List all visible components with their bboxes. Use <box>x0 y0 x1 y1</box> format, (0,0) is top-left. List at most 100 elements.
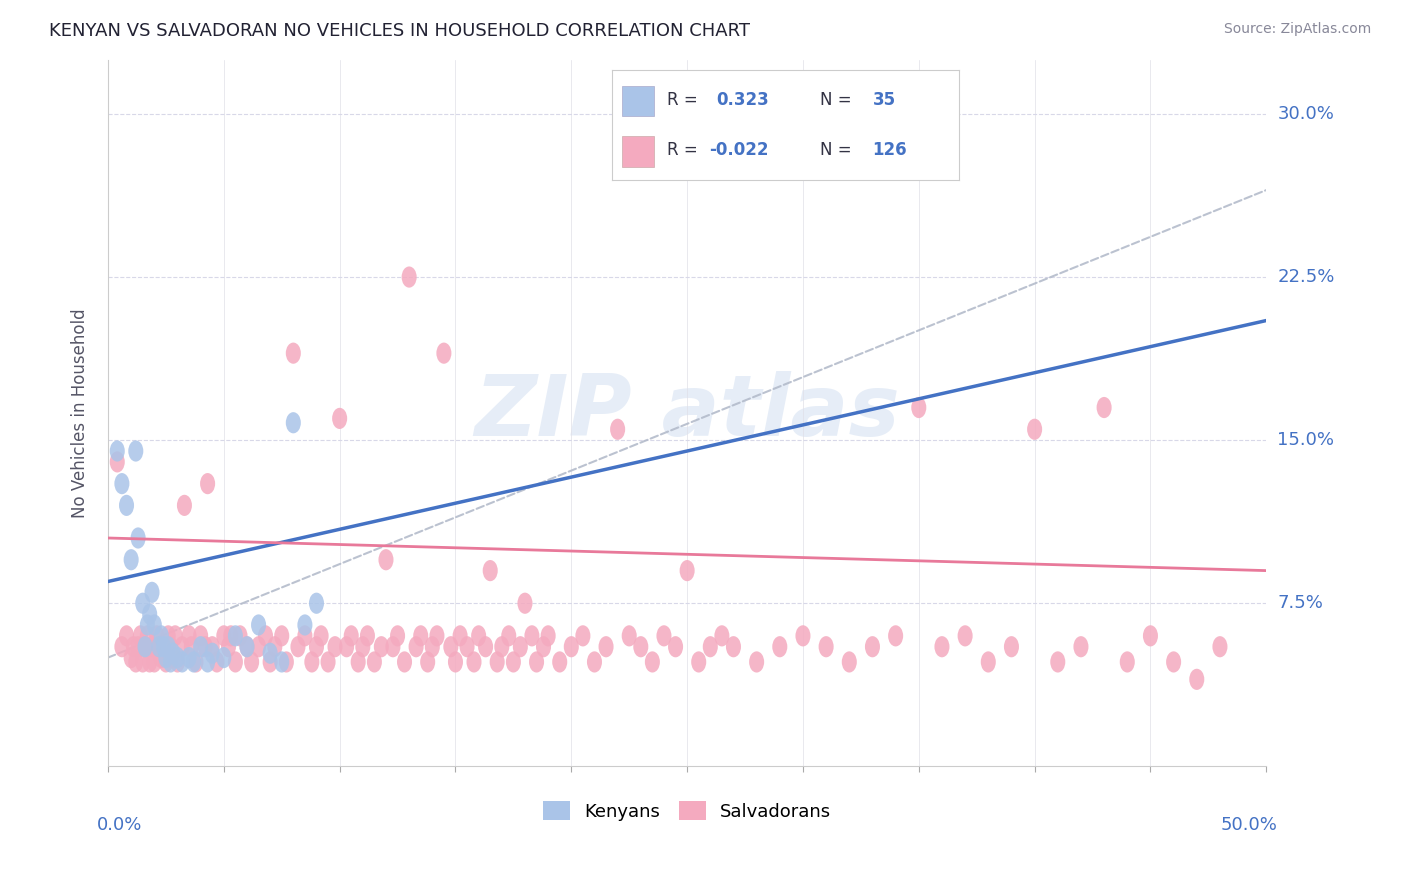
Ellipse shape <box>163 636 179 657</box>
Ellipse shape <box>429 625 444 647</box>
Ellipse shape <box>160 625 176 647</box>
Ellipse shape <box>252 615 266 636</box>
Ellipse shape <box>124 647 139 668</box>
Ellipse shape <box>501 625 516 647</box>
Ellipse shape <box>174 636 190 657</box>
Ellipse shape <box>367 651 382 673</box>
Ellipse shape <box>160 636 176 657</box>
Ellipse shape <box>186 651 201 673</box>
Ellipse shape <box>278 651 294 673</box>
Ellipse shape <box>198 636 212 657</box>
Ellipse shape <box>153 625 169 647</box>
Ellipse shape <box>309 636 323 657</box>
Ellipse shape <box>146 651 162 673</box>
Ellipse shape <box>110 441 125 462</box>
Ellipse shape <box>159 647 173 668</box>
Ellipse shape <box>252 636 266 657</box>
Ellipse shape <box>267 636 283 657</box>
Ellipse shape <box>513 636 527 657</box>
Ellipse shape <box>749 651 763 673</box>
Ellipse shape <box>205 636 219 657</box>
Ellipse shape <box>114 473 129 494</box>
Ellipse shape <box>314 625 329 647</box>
Ellipse shape <box>389 625 405 647</box>
Ellipse shape <box>865 636 880 657</box>
Ellipse shape <box>1119 651 1135 673</box>
Ellipse shape <box>224 625 238 647</box>
Text: 30.0%: 30.0% <box>1278 105 1334 123</box>
Ellipse shape <box>420 651 436 673</box>
Ellipse shape <box>163 651 179 673</box>
Ellipse shape <box>153 647 169 668</box>
Ellipse shape <box>586 651 602 673</box>
Text: 22.5%: 22.5% <box>1278 268 1334 286</box>
Ellipse shape <box>981 651 995 673</box>
Ellipse shape <box>425 636 440 657</box>
Ellipse shape <box>146 615 162 636</box>
Ellipse shape <box>181 625 197 647</box>
Ellipse shape <box>506 651 520 673</box>
Ellipse shape <box>1212 636 1227 657</box>
Ellipse shape <box>170 647 186 668</box>
Ellipse shape <box>134 625 148 647</box>
Ellipse shape <box>350 651 366 673</box>
Ellipse shape <box>645 651 659 673</box>
Ellipse shape <box>536 636 551 657</box>
Ellipse shape <box>911 397 927 418</box>
Ellipse shape <box>128 651 143 673</box>
Legend: Kenyans, Salvadorans: Kenyans, Salvadorans <box>536 794 838 828</box>
Ellipse shape <box>385 636 401 657</box>
Ellipse shape <box>413 625 429 647</box>
Ellipse shape <box>156 636 172 657</box>
Ellipse shape <box>263 642 277 664</box>
Ellipse shape <box>209 651 225 673</box>
Ellipse shape <box>524 625 540 647</box>
Ellipse shape <box>796 625 810 647</box>
Ellipse shape <box>460 636 475 657</box>
Ellipse shape <box>1050 651 1066 673</box>
Ellipse shape <box>714 625 730 647</box>
Ellipse shape <box>170 651 186 673</box>
Text: 0.0%: 0.0% <box>97 816 142 834</box>
Ellipse shape <box>889 625 903 647</box>
Ellipse shape <box>328 636 343 657</box>
Ellipse shape <box>166 642 180 664</box>
Ellipse shape <box>120 625 134 647</box>
Ellipse shape <box>149 625 165 647</box>
Ellipse shape <box>257 625 273 647</box>
Text: KENYAN VS SALVADORAN NO VEHICLES IN HOUSEHOLD CORRELATION CHART: KENYAN VS SALVADORAN NO VEHICLES IN HOUS… <box>49 22 751 40</box>
Ellipse shape <box>152 636 166 657</box>
Ellipse shape <box>725 636 741 657</box>
Ellipse shape <box>692 651 706 673</box>
Ellipse shape <box>142 604 157 624</box>
Ellipse shape <box>1143 625 1159 647</box>
Ellipse shape <box>152 636 166 657</box>
Ellipse shape <box>668 636 683 657</box>
Ellipse shape <box>263 651 277 673</box>
Ellipse shape <box>200 473 215 494</box>
Ellipse shape <box>139 615 155 636</box>
Ellipse shape <box>138 636 153 657</box>
Ellipse shape <box>298 615 312 636</box>
Ellipse shape <box>482 560 498 582</box>
Ellipse shape <box>1166 651 1181 673</box>
Ellipse shape <box>181 647 197 668</box>
Ellipse shape <box>339 636 354 657</box>
Ellipse shape <box>239 636 254 657</box>
Ellipse shape <box>621 625 637 647</box>
Ellipse shape <box>541 625 555 647</box>
Ellipse shape <box>842 651 856 673</box>
Ellipse shape <box>449 651 463 673</box>
Ellipse shape <box>478 636 494 657</box>
Ellipse shape <box>239 636 254 657</box>
Ellipse shape <box>553 651 567 673</box>
Ellipse shape <box>309 592 323 614</box>
Ellipse shape <box>517 592 533 614</box>
Ellipse shape <box>142 651 157 673</box>
Ellipse shape <box>128 441 143 462</box>
Ellipse shape <box>298 625 312 647</box>
Text: 7.5%: 7.5% <box>1278 594 1323 612</box>
Ellipse shape <box>679 560 695 582</box>
Y-axis label: No Vehicles in Household: No Vehicles in Household <box>72 308 89 517</box>
Ellipse shape <box>409 636 423 657</box>
